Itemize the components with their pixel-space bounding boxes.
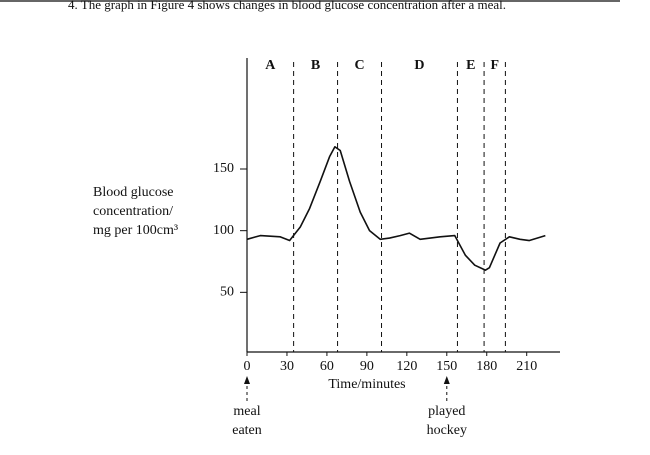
annotation-text: eaten bbox=[232, 423, 262, 438]
y-tick-label: 150 bbox=[213, 161, 234, 176]
x-label: Time/minutes bbox=[328, 377, 405, 392]
x-tick-label: 150 bbox=[436, 359, 457, 374]
x-tick-label: 180 bbox=[476, 359, 497, 374]
region-label: B bbox=[311, 58, 320, 73]
x-tick-label: 30 bbox=[280, 359, 294, 374]
y-label: concentration/ bbox=[93, 204, 173, 219]
region-label: F bbox=[490, 58, 499, 73]
chart-title: 4. The graph in Figure 4 shows changes i… bbox=[68, 0, 506, 12]
y-label: Blood glucose bbox=[93, 185, 174, 200]
data-line bbox=[246, 146, 546, 271]
region-label: E bbox=[466, 58, 475, 73]
region-label: D bbox=[414, 58, 424, 73]
y-tick-label: 50 bbox=[220, 285, 234, 300]
annotation-text: hockey bbox=[427, 423, 467, 438]
y-tick-label: 100 bbox=[213, 223, 234, 238]
arrow-head bbox=[244, 376, 250, 384]
region-label: C bbox=[354, 58, 364, 73]
x-tick-label: 120 bbox=[396, 359, 417, 374]
x-tick-label: 60 bbox=[320, 359, 334, 374]
arrow-head bbox=[443, 376, 450, 384]
x-tick-label: 210 bbox=[516, 359, 537, 374]
y-label: mg per 100cm³ bbox=[93, 223, 178, 238]
x-tick-label: 0 bbox=[244, 359, 251, 374]
x-tick-label: 90 bbox=[360, 359, 374, 374]
annotation-text: played bbox=[428, 404, 465, 419]
annotation-text: meal bbox=[233, 404, 260, 419]
region-label: A bbox=[265, 58, 276, 73]
